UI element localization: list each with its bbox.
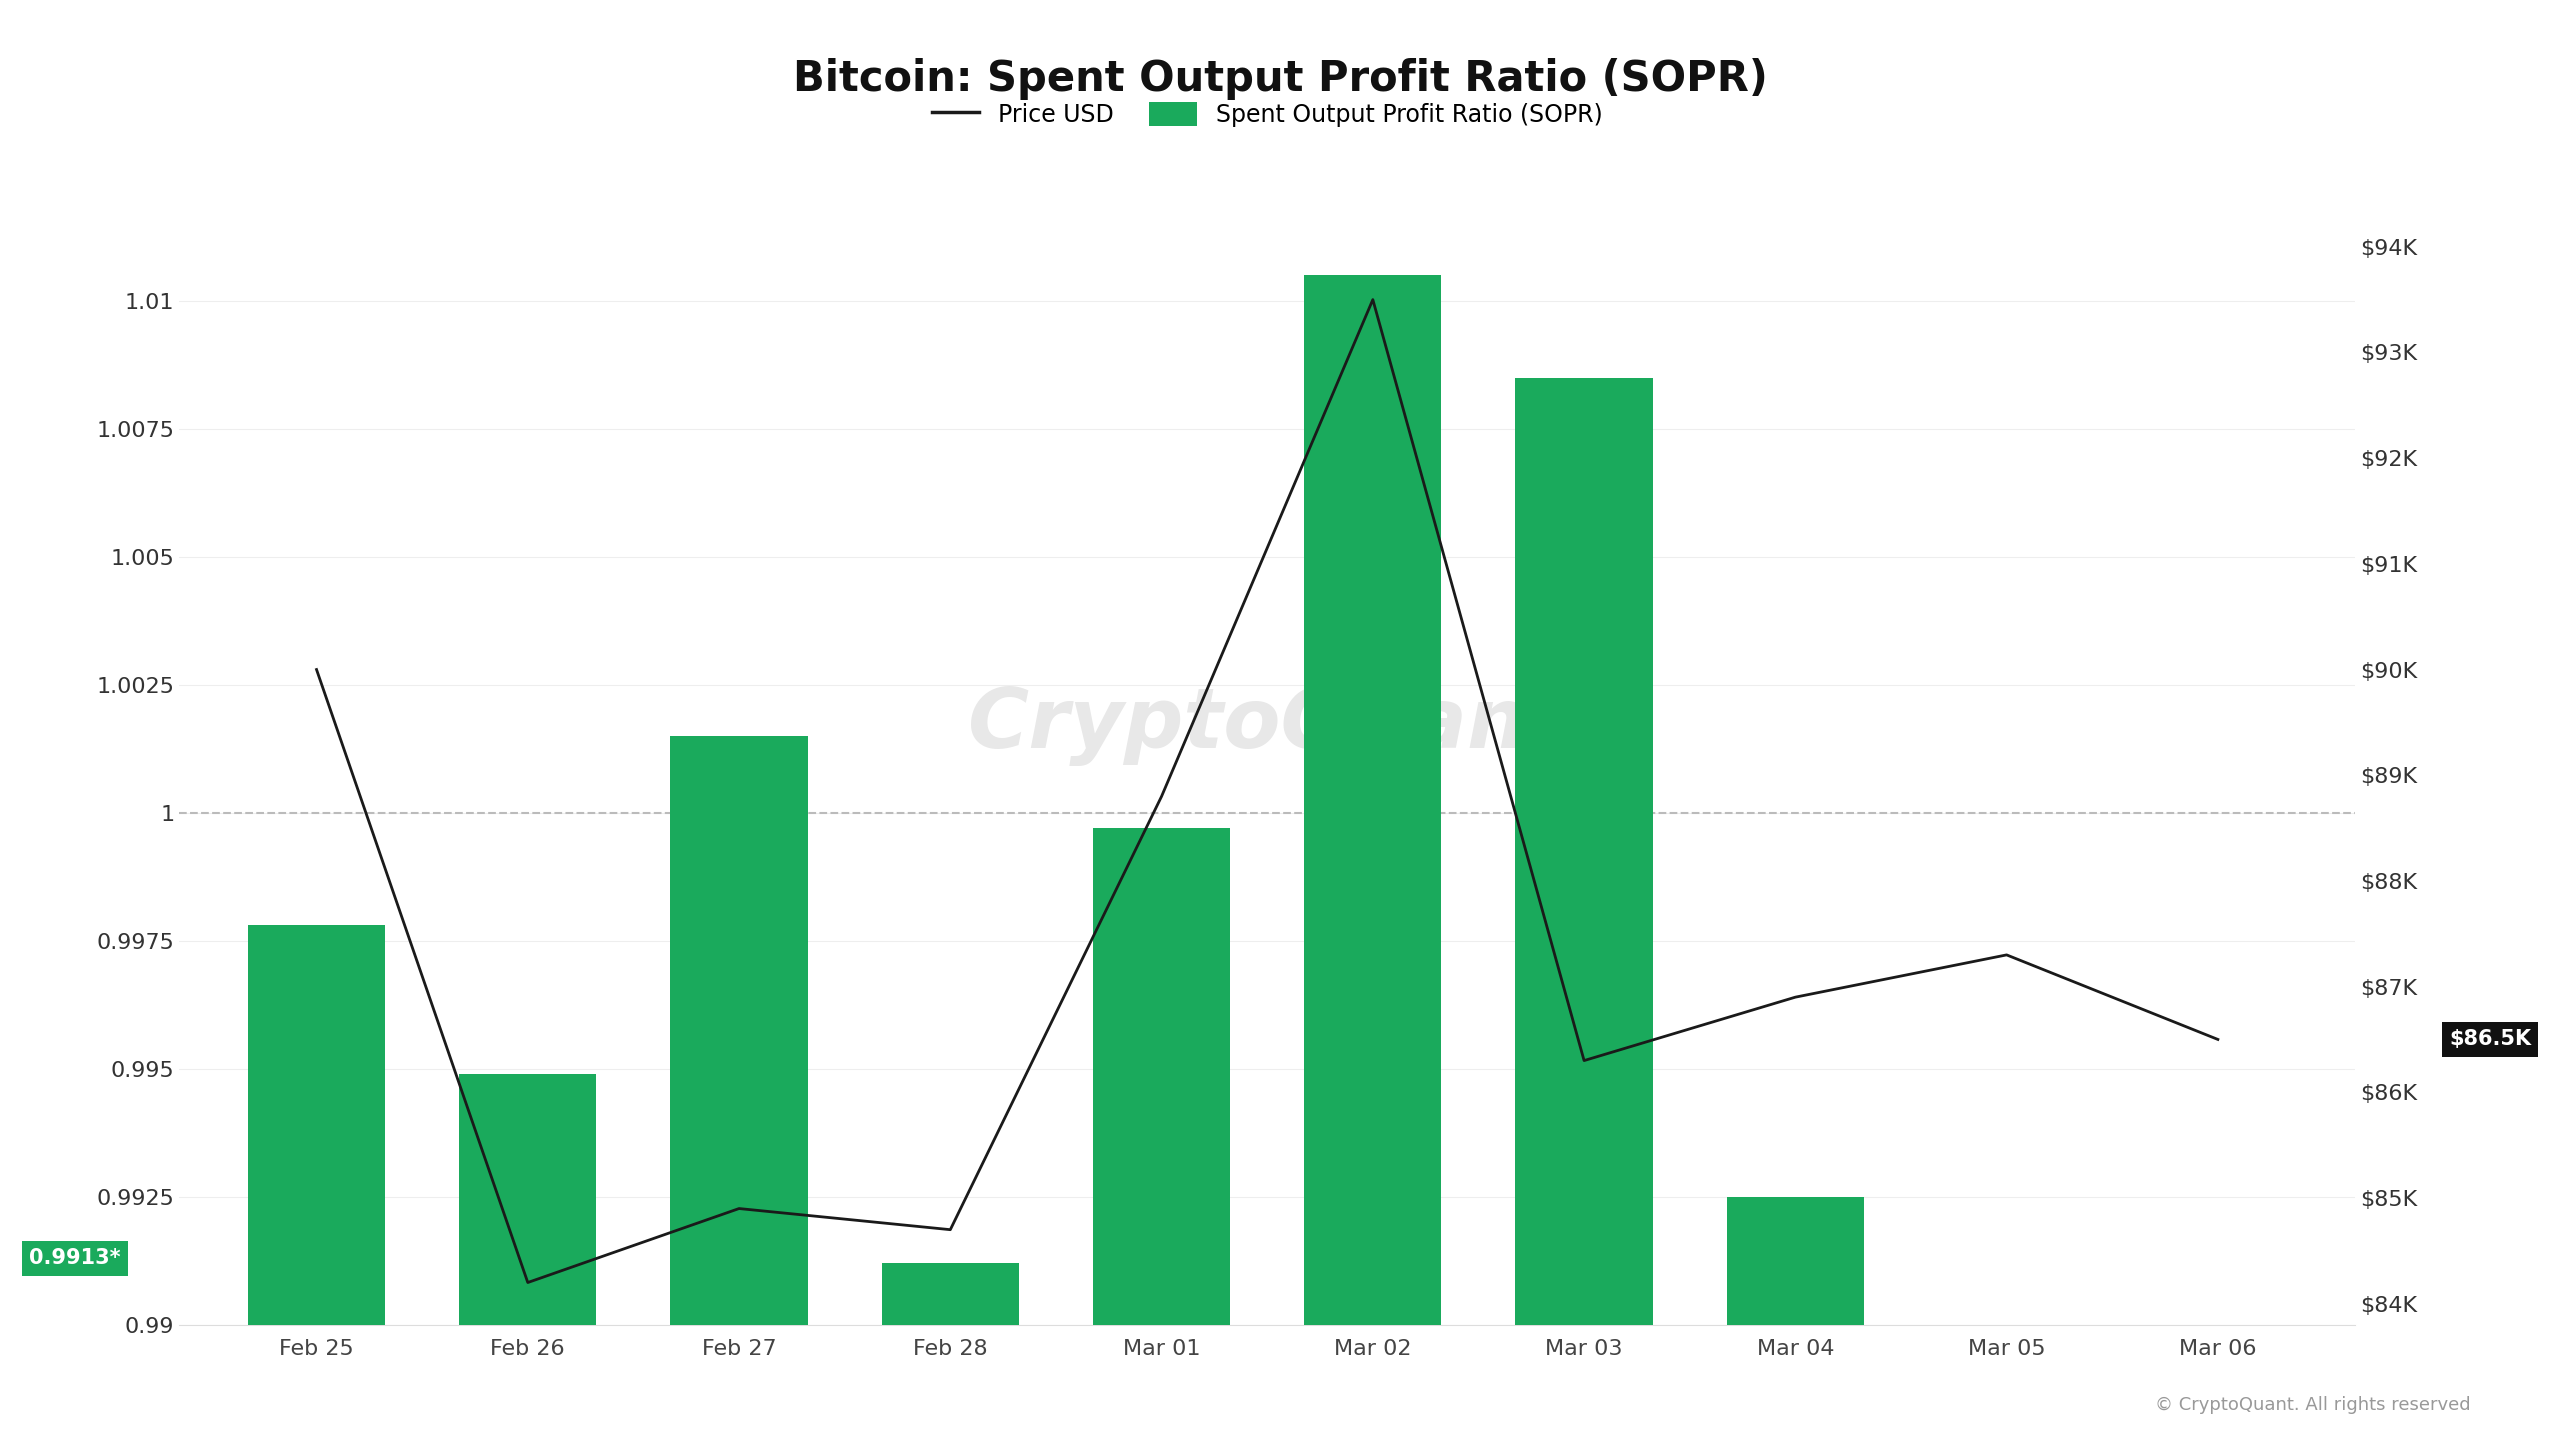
Bar	[1516, 377, 1654, 1325]
Legend: Price USD, Spent Output Profit Ratio (SOPR): Price USD, Spent Output Profit Ratio (SO…	[922, 92, 1613, 137]
Bar	[248, 926, 384, 1325]
Bar	[671, 736, 809, 1325]
Text: CryptoQuant: CryptoQuant	[968, 685, 1567, 766]
Bar	[1093, 828, 1231, 1325]
Text: 0.9913*: 0.9913*	[28, 1248, 120, 1269]
Bar	[881, 1263, 1019, 1325]
Bar	[1303, 275, 1441, 1325]
Text: Bitcoin: Spent Output Profit Ratio (SOPR): Bitcoin: Spent Output Profit Ratio (SOPR…	[794, 58, 1766, 99]
Text: © CryptoQuant. All rights reserved: © CryptoQuant. All rights reserved	[2156, 1397, 2470, 1414]
Bar	[458, 1074, 596, 1325]
Text: $86.5K: $86.5K	[2450, 1030, 2532, 1050]
Bar	[1725, 1197, 1864, 1325]
